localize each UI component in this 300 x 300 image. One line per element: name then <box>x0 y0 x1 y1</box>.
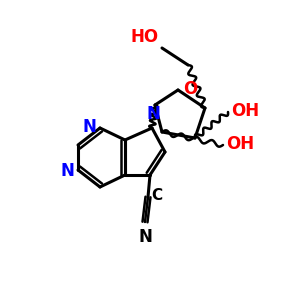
Text: OH: OH <box>231 102 259 120</box>
Text: HO: HO <box>131 28 159 46</box>
Text: N: N <box>60 162 74 180</box>
Text: N: N <box>82 118 96 136</box>
Text: O: O <box>183 80 197 98</box>
Text: C: C <box>151 188 162 203</box>
Text: OH: OH <box>226 135 254 153</box>
Text: N: N <box>146 105 160 123</box>
Text: N: N <box>138 228 152 246</box>
